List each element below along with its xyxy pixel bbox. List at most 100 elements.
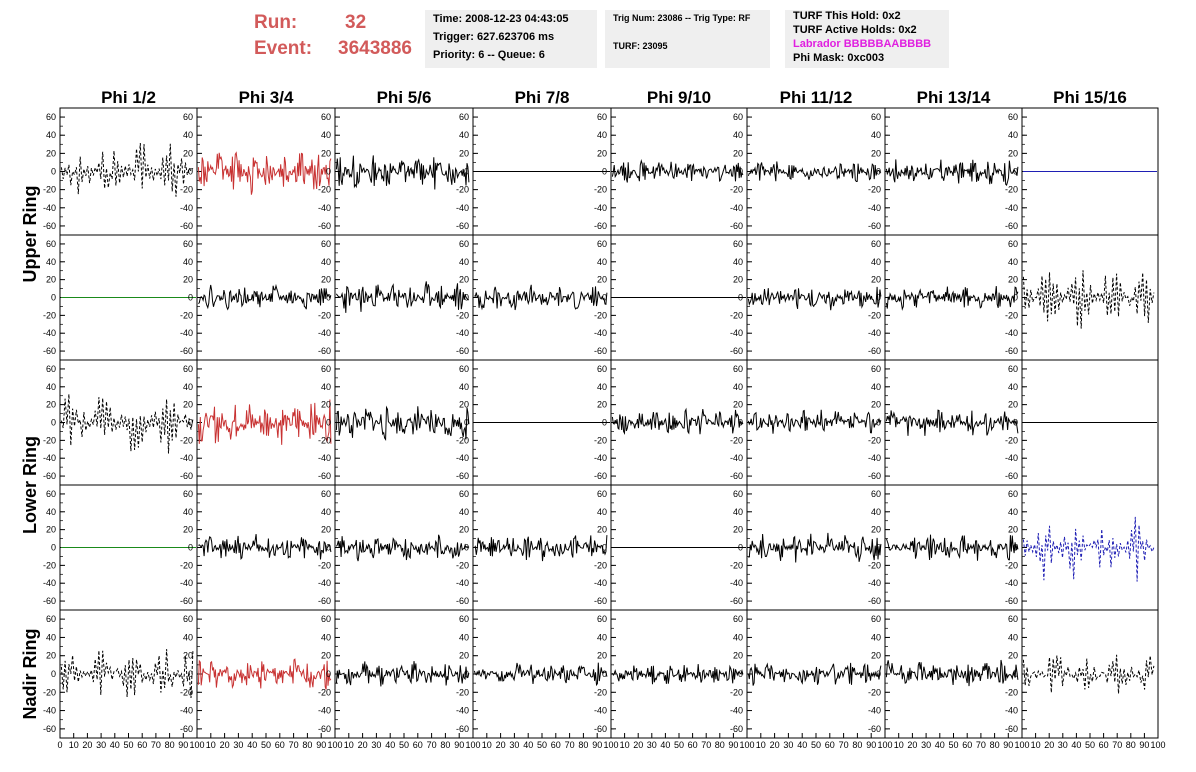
y-tick-label: 60 [321, 364, 331, 374]
y-tick-label: 40 [733, 130, 743, 140]
y-tick-label: 20 [46, 148, 56, 158]
y-tick-label: 0 [738, 669, 743, 679]
x-tick-label: 20 [770, 740, 780, 750]
y-tick-label: -20 [1005, 560, 1018, 570]
y-tick-label: 40 [871, 257, 881, 267]
y-tick-label: 20 [321, 275, 331, 285]
y-tick-label: 20 [46, 651, 56, 661]
y-tick-label: 0 [1013, 669, 1018, 679]
waveform-trace [60, 142, 194, 197]
x-tick-label: 90 [454, 740, 464, 750]
y-tick-label: 20 [459, 525, 469, 535]
y-tick-label: -40 [1005, 578, 1018, 588]
column-header: Phi 3/4 [239, 88, 294, 107]
y-tick-label: -60 [594, 471, 607, 481]
y-tick-label: 0 [51, 293, 56, 303]
y-tick-label: 20 [46, 400, 56, 410]
x-tick-label: 70 [151, 740, 161, 750]
y-tick-label: 20 [733, 651, 743, 661]
y-tick-label: -20 [180, 185, 193, 195]
y-tick-label: 0 [51, 543, 56, 553]
y-tick-label: -60 [318, 471, 331, 481]
y-tick-label: 60 [1008, 239, 1018, 249]
y-tick-label: -20 [43, 185, 56, 195]
y-tick-label: 0 [738, 167, 743, 177]
waveform-trace [198, 283, 332, 311]
y-tick-label: 60 [46, 489, 56, 499]
y-tick-label: 60 [733, 364, 743, 374]
y-tick-label: 60 [46, 239, 56, 249]
run-label: Run: [254, 12, 298, 33]
y-tick-label: -20 [868, 560, 881, 570]
y-tick-label: 20 [871, 275, 881, 285]
column-header: Phi 1/2 [101, 88, 156, 107]
y-tick-label: 60 [1008, 112, 1018, 122]
run-event-box: Run: 32 Event: 3643886 [248, 8, 416, 66]
x-tick-label: 10 [1031, 740, 1041, 750]
y-tick-label: 0 [1013, 418, 1018, 428]
waveform-trace [885, 659, 1019, 687]
x-tick-label: 90 [1003, 740, 1013, 750]
x-tick-label: 40 [1071, 740, 1081, 750]
x-tick-label: 50 [537, 740, 547, 750]
x-tick-label: 10 [756, 740, 766, 750]
y-tick-label: 40 [733, 632, 743, 642]
x-tick-label: 80 [715, 740, 725, 750]
x-tick-label: 90 [1139, 740, 1149, 750]
y-tick-label: 0 [464, 418, 469, 428]
y-tick-label: -40 [868, 578, 881, 588]
x-tick-label: 0 [57, 740, 62, 750]
y-tick-label: 60 [871, 364, 881, 374]
y-tick-label: -20 [43, 310, 56, 320]
panel-frame [746, 359, 886, 486]
waveform-trace [611, 664, 744, 685]
y-tick-label: 60 [597, 239, 607, 249]
y-tick-label: -40 [43, 578, 56, 588]
x-tick-label: 60 [275, 740, 285, 750]
y-tick-label: 0 [1013, 167, 1018, 177]
y-tick-label: 60 [597, 614, 607, 624]
x-tick-label: 40 [110, 740, 120, 750]
y-tick-label: -40 [730, 578, 743, 588]
x-tick-label: 70 [565, 740, 575, 750]
x-tick-label: 50 [1085, 740, 1095, 750]
y-tick-label: 40 [459, 507, 469, 517]
y-tick-label: -20 [180, 310, 193, 320]
trigger-info-box: Trig Num: 23086 -- Trig Type: RF TURF: 2… [605, 10, 770, 68]
y-tick-label: 20 [46, 275, 56, 285]
y-tick-label: 0 [464, 167, 469, 177]
x-tick-label: 100 [465, 740, 480, 750]
y-tick-label: -60 [456, 471, 469, 481]
y-tick-label: -40 [43, 203, 56, 213]
y-tick-label: -60 [594, 724, 607, 734]
y-tick-label: -40 [594, 203, 607, 213]
x-tick-label: 60 [1099, 740, 1109, 750]
y-tick-label: -60 [456, 346, 469, 356]
x-tick-label: 20 [1044, 740, 1054, 750]
waveform-trace [747, 409, 882, 434]
waveform-trace [1022, 516, 1155, 582]
waveform-trace [198, 534, 332, 561]
trig-num-type-text: Trig Num: 23086 -- Trig Type: RF [613, 13, 751, 23]
y-tick-label: 40 [459, 632, 469, 642]
y-tick-label: 0 [188, 669, 193, 679]
y-tick-label: -20 [730, 185, 743, 195]
row-label: Lower Ring [20, 436, 40, 534]
y-tick-label: 40 [459, 130, 469, 140]
waveform-trace [60, 649, 194, 699]
y-tick-label: 20 [733, 148, 743, 158]
y-tick-label: -60 [868, 221, 881, 231]
y-tick-label: 40 [183, 257, 193, 267]
y-tick-label: 0 [188, 167, 193, 177]
x-tick-label: 40 [660, 740, 670, 750]
y-tick-label: -40 [456, 203, 469, 213]
x-tick-label: 30 [1058, 740, 1068, 750]
y-tick-label: -20 [868, 435, 881, 445]
y-tick-label: 20 [733, 275, 743, 285]
y-tick-label: -60 [730, 596, 743, 606]
y-tick-label: -20 [318, 560, 331, 570]
panel-frame [334, 484, 474, 611]
y-tick-label: 40 [871, 507, 881, 517]
waveform-trace [611, 407, 744, 436]
y-tick-label: -40 [868, 328, 881, 338]
